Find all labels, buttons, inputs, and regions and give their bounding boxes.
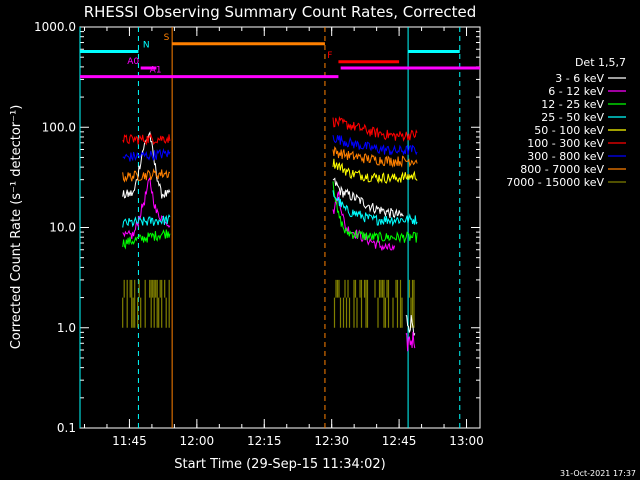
x-tick-label: 12:30 <box>314 434 349 448</box>
footer-timestamp: 31-Oct-2021 17:37 <box>560 469 636 478</box>
plot-area: 0.1 1.0 10.0 100.0 1000.0 11:45 12:00 12:15 12:3… <box>34 20 484 448</box>
series-line <box>122 176 171 240</box>
legend-title: Det 1,5,7 <box>575 56 626 69</box>
series-line <box>405 314 416 336</box>
chart-title: RHESSI Observing Summary Count Rates, Co… <box>84 3 477 21</box>
state-bar-label: S <box>164 33 170 43</box>
series-line <box>332 190 418 227</box>
series-line <box>332 146 418 168</box>
x-tick-label: 11:45 <box>112 434 147 448</box>
state-bar-label: N <box>143 40 150 50</box>
x-tick-label: 12:45 <box>382 434 417 448</box>
state-bar-label: F <box>327 51 332 61</box>
x-tick-label: 12:15 <box>247 434 282 448</box>
legend-entry-label: 100 - 300 keV <box>527 137 604 150</box>
legend-entry-label: 50 - 100 keV <box>534 124 604 137</box>
series-line <box>122 214 171 228</box>
legend-entry-label: 12 - 25 keV <box>541 98 604 111</box>
legend-entry-label: 25 - 50 keV <box>541 111 604 124</box>
legend-entry-label: 6 - 12 keV <box>548 85 604 98</box>
series-line <box>332 135 418 156</box>
legend-entry-label: 7000 - 15000 keV <box>506 176 604 189</box>
y-tick-label: 10.0 <box>49 221 76 235</box>
series-line <box>332 181 418 244</box>
y-tick-label: 0.1 <box>57 421 76 435</box>
y-tick-label: 1.0 <box>57 321 76 335</box>
legend-entry-label: 3 - 6 keV <box>555 72 604 85</box>
series-line <box>332 115 418 142</box>
state-bar-label: A1 <box>150 66 162 76</box>
y-axis-label: Corrected Count Rate (s⁻¹ detector⁻¹) <box>9 105 24 350</box>
series-line <box>122 133 171 146</box>
y-tick-label: 100.0 <box>42 120 76 134</box>
series-line <box>122 168 171 183</box>
x-axis-label: Start Time (29-Sep-15 11:34:02) <box>174 457 385 472</box>
y-tick-label: 1000.0 <box>34 20 76 34</box>
x-tick-label: 13:00 <box>449 434 484 448</box>
series-line <box>122 229 171 250</box>
series-line <box>405 331 416 352</box>
legend-entry-label: 300 - 800 keV <box>527 150 604 163</box>
series-line <box>122 147 171 162</box>
series-line <box>332 177 404 219</box>
legend-entry-label: 800 - 7000 keV <box>520 163 604 176</box>
state-bar-label: A0 <box>127 57 139 67</box>
x-tick-label: 12:00 <box>180 434 215 448</box>
series-line <box>332 158 418 184</box>
